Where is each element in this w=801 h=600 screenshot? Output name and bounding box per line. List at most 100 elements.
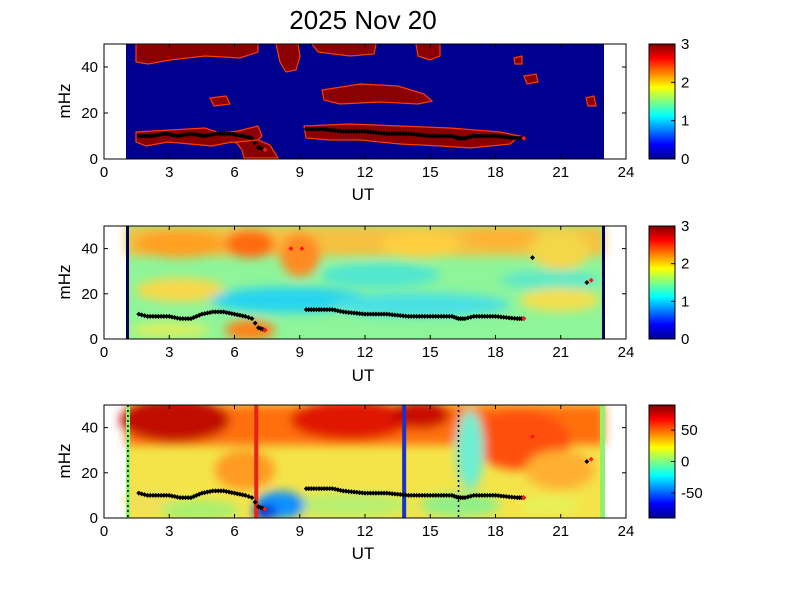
track-point bbox=[441, 492, 447, 498]
track-point bbox=[430, 492, 436, 498]
track-point bbox=[490, 133, 496, 139]
track-point bbox=[215, 309, 221, 315]
colorbar-tick-label: 3 bbox=[681, 36, 689, 53]
track-point bbox=[252, 499, 258, 505]
track-point bbox=[378, 311, 384, 317]
colorbar-tick-label: 1 bbox=[681, 113, 689, 130]
track-point bbox=[147, 313, 153, 319]
marker-red bbox=[521, 316, 527, 322]
track-point bbox=[406, 313, 411, 319]
track-point bbox=[406, 492, 411, 498]
track-point bbox=[435, 492, 441, 498]
track-point bbox=[357, 128, 363, 134]
track-point bbox=[373, 490, 379, 496]
panel-2-heatmap bbox=[126, 226, 605, 339]
track-point bbox=[438, 313, 444, 319]
track-point bbox=[183, 316, 189, 322]
track-point bbox=[441, 313, 447, 319]
track-point bbox=[308, 486, 314, 492]
panel-2-track bbox=[136, 246, 594, 333]
track-point bbox=[158, 492, 164, 498]
track-point bbox=[313, 486, 319, 492]
track-point bbox=[476, 133, 482, 139]
y-tick-label: 40 bbox=[81, 241, 98, 258]
panel-3-heatmap bbox=[120, 405, 605, 518]
track-point bbox=[136, 133, 142, 139]
track-point bbox=[252, 140, 258, 146]
track-point bbox=[212, 309, 218, 315]
marker-red bbox=[521, 495, 527, 501]
track-point bbox=[218, 488, 224, 494]
x-tick-label: 15 bbox=[422, 523, 439, 540]
panel-1-x-ticks: 0 3 6 9 12 15 18 21 24 bbox=[100, 44, 635, 181]
track-point bbox=[311, 307, 317, 313]
track-point bbox=[435, 133, 441, 139]
track-point bbox=[180, 495, 186, 501]
x-tick-label: 24 bbox=[618, 164, 635, 181]
track-point bbox=[327, 307, 333, 313]
track-point bbox=[381, 311, 387, 317]
y-tick-label: 0 bbox=[90, 151, 98, 168]
track-point bbox=[141, 133, 147, 139]
track-point bbox=[425, 313, 431, 319]
track-point bbox=[155, 492, 161, 498]
x-tick-label: 12 bbox=[357, 523, 374, 540]
track-point bbox=[210, 488, 216, 494]
x-tick-label: 24 bbox=[618, 344, 635, 361]
track-point bbox=[346, 128, 352, 134]
track-point bbox=[484, 313, 490, 319]
track-point bbox=[185, 316, 191, 322]
track-point bbox=[222, 131, 228, 137]
track-point bbox=[217, 131, 223, 137]
track-point bbox=[324, 486, 330, 492]
track-point bbox=[471, 313, 477, 319]
track-point bbox=[180, 316, 186, 322]
track-point bbox=[306, 307, 312, 313]
panel-1-x-label: UT bbox=[352, 185, 375, 204]
panel-1-y-ticks: 0 20 40 bbox=[81, 59, 626, 168]
track-point bbox=[146, 133, 152, 139]
track-point bbox=[147, 492, 153, 498]
track-point bbox=[487, 492, 493, 498]
x-tick-label: 9 bbox=[296, 344, 304, 361]
track-point bbox=[408, 313, 414, 319]
y-tick-label: 20 bbox=[81, 105, 98, 122]
track-point bbox=[362, 311, 368, 317]
track-point bbox=[327, 486, 333, 492]
track-point bbox=[433, 492, 439, 498]
track-point bbox=[444, 313, 450, 319]
y-tick-label: 0 bbox=[90, 331, 98, 348]
marker-red bbox=[588, 277, 594, 283]
track-point bbox=[482, 133, 488, 139]
track-point bbox=[362, 490, 368, 496]
track-point bbox=[389, 131, 395, 137]
track-point bbox=[161, 492, 167, 498]
marker-red bbox=[588, 456, 594, 462]
track-point bbox=[185, 495, 191, 501]
track-point bbox=[177, 316, 183, 322]
track-point bbox=[408, 492, 414, 498]
track-point bbox=[422, 313, 428, 319]
marker-black bbox=[584, 280, 590, 285]
x-tick-label: 9 bbox=[296, 164, 304, 181]
track-point bbox=[444, 133, 450, 139]
track-point bbox=[145, 313, 150, 319]
track-point bbox=[158, 313, 164, 319]
track-point bbox=[433, 313, 439, 319]
track-point bbox=[343, 128, 349, 134]
track-point bbox=[487, 133, 493, 139]
track-point bbox=[444, 492, 450, 498]
track-point bbox=[138, 133, 144, 139]
track-point bbox=[359, 128, 365, 134]
track-point bbox=[155, 313, 161, 319]
marker-red bbox=[529, 434, 535, 440]
track-point bbox=[411, 492, 417, 498]
track-point bbox=[479, 313, 485, 319]
panel-1-track bbox=[136, 126, 527, 153]
track-point bbox=[313, 307, 319, 313]
track-point bbox=[161, 313, 167, 319]
track-point bbox=[249, 135, 255, 141]
panel-3-track bbox=[136, 434, 594, 512]
